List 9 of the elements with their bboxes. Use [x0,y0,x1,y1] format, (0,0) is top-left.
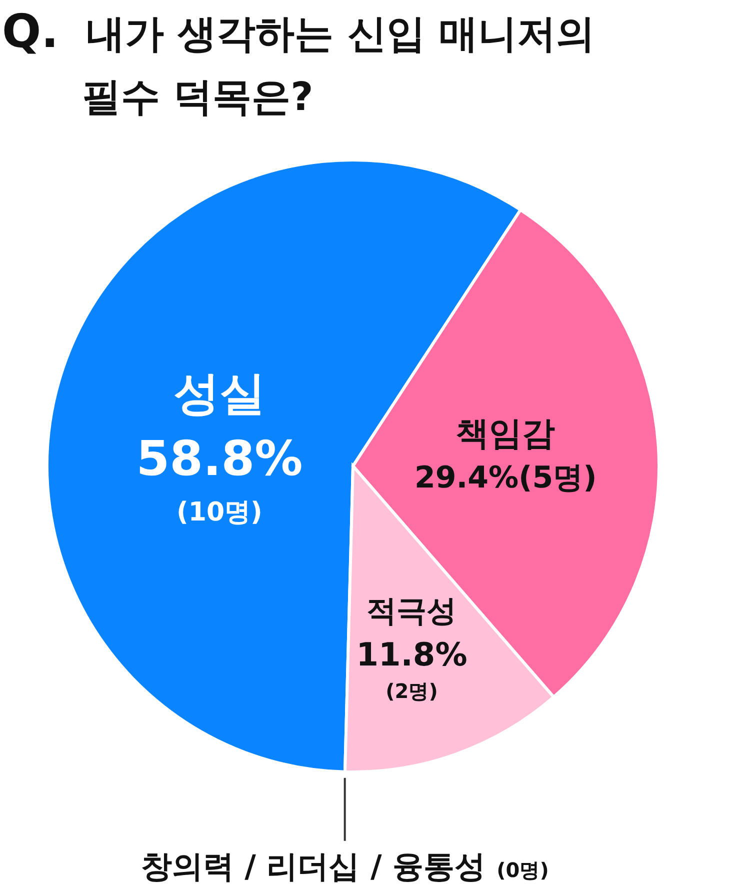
slice-label: 적극성 [366,594,457,630]
data-label: 29.4%(5명) [414,460,597,496]
slice-label: 성실 [173,366,266,420]
text: (0명) [496,858,549,882]
data-label: 58.8% (10명) [136,430,303,528]
slice-label: 책임감 [456,413,556,452]
chart-title: Q. 내가 생각하는 신입 매니저의 필수 덕목은? [1,3,596,122]
legend-label: 창의력 / 리더십 / 융통성 [140,848,486,885]
data-label: 11.8% (2명) [356,636,468,704]
